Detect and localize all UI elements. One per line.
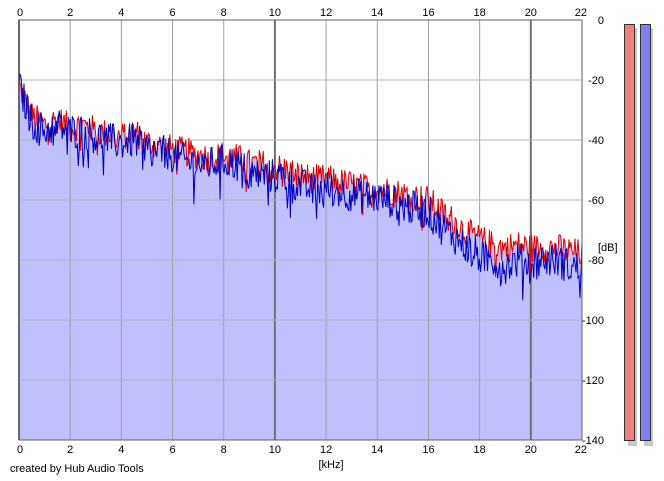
y-tick-label-3: -60 [588, 195, 604, 207]
right-channel-level-meter [640, 24, 651, 441]
x-tick-label-top-8: 16 [422, 7, 434, 19]
x-tick-label-top-4: 8 [221, 7, 227, 19]
x-tick-label-top-7: 14 [371, 7, 383, 19]
x-tick-label-top-2: 4 [118, 7, 124, 19]
y-tick-label-0: 0 [598, 15, 604, 27]
x-tick-label-bottom-6: 12 [320, 444, 332, 456]
x-tick-label-bottom-1: 2 [67, 444, 73, 456]
y-axis-ticks: 0 -20 -40 -60 -80 -100 -120 -140 [582, 15, 604, 447]
x-tick-label-bottom-7: 14 [371, 444, 383, 456]
y-tick-label-5: -100 [582, 315, 604, 327]
x-tick-label-bottom-10: 20 [525, 444, 537, 456]
x-tick-label-bottom-9: 18 [474, 444, 486, 456]
spectrum-fill-layer [19, 20, 582, 441]
y-tick-label-1: -20 [588, 75, 604, 87]
y-tick-label-2: -40 [588, 135, 604, 147]
left-channel-level-meter [624, 24, 635, 441]
x-tick-label-bottom-5: 10 [269, 444, 281, 456]
x-tick-label-bottom-8: 16 [422, 444, 434, 456]
x-tick-label-top-11: 22 [575, 7, 587, 19]
y-axis-unit-label: [dB] [598, 242, 618, 254]
x-tick-label-bottom-2: 4 [118, 444, 124, 456]
x-tick-label-bottom-3: 6 [169, 444, 175, 456]
x-tick-label-top-3: 6 [169, 7, 175, 19]
y-tick-label-7: -140 [582, 435, 604, 447]
y-tick-label-6: -120 [582, 375, 604, 387]
x-tick-label-top-0: 0 [17, 7, 23, 19]
x-axis-unit-label: [kHz] [318, 459, 343, 471]
x-tick-label-top-9: 18 [474, 7, 486, 19]
spectrum-area-fill [19, 73, 582, 441]
credit-text: created by Hub Audio Tools [10, 463, 144, 475]
plot-border [18, 19, 583, 441]
x-tick-label-top-5: 10 [269, 7, 281, 19]
spectrum-series-line-1 [18, 73, 583, 301]
y-tick-label-4: -80 [588, 255, 604, 267]
x-tick-label-bottom-4: 8 [221, 444, 227, 456]
x-tick-label-top-10: 20 [525, 7, 537, 19]
plot-frame [18, 19, 583, 441]
x-tick-label-top-6: 12 [320, 7, 332, 19]
x-tick-label-top-1: 2 [67, 7, 73, 19]
x-tick-label-bottom-11: 22 [575, 444, 587, 456]
series-layer [18, 73, 583, 301]
x-tick-label-bottom-0: 0 [17, 444, 23, 456]
